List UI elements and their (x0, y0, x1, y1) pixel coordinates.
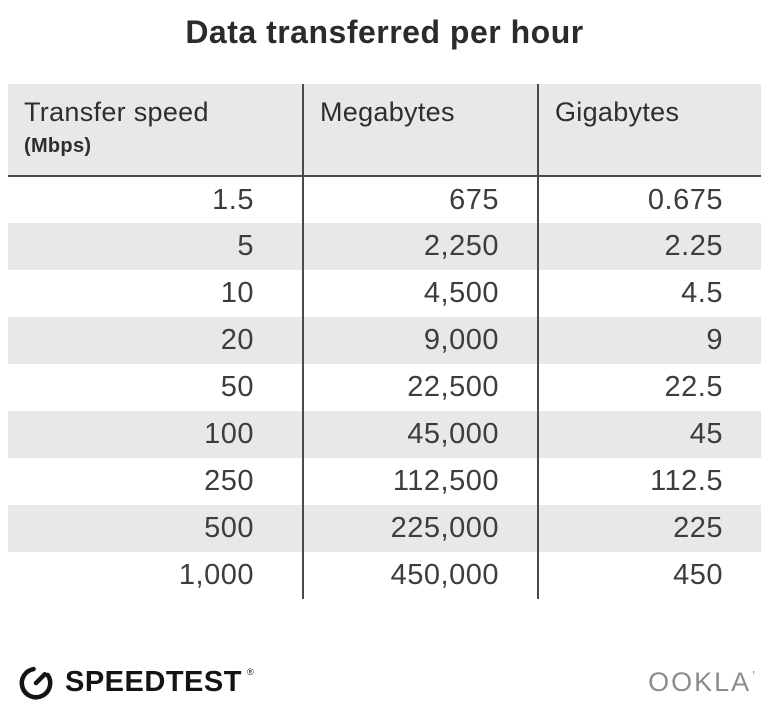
table-cell: 2,250 (303, 223, 539, 270)
table-cell: 20 (8, 317, 304, 364)
table-cell: 0.675 (647, 183, 723, 216)
table-cell: 225,000 (303, 505, 539, 552)
col-header-megabytes: Megabytes (303, 84, 539, 177)
table-cell: 9,000 (303, 317, 539, 364)
table-cell: 22.5 (664, 371, 723, 403)
speedtest-wordmark: SPEEDTEST (65, 665, 242, 698)
table-cell: 10 (8, 270, 304, 317)
table-cell: 50 (8, 364, 304, 411)
ookla-trademark-mark: ’ (752, 667, 755, 683)
table-cell: 45,000 (303, 411, 539, 458)
col-header-sublabel: (Mbps) (24, 135, 92, 157)
table-cell: 100 (8, 411, 304, 458)
table-cell: 4.5 (681, 277, 723, 309)
table-cell: 500 (8, 505, 304, 552)
chart-title: Data transferred per hour (185, 14, 584, 50)
col-header-label: Megabytes (320, 97, 455, 127)
table-cell: 9 (538, 317, 761, 364)
table-cell: 225 (538, 505, 761, 552)
table-cell: 250 (8, 458, 304, 505)
table-cell: 675 (303, 176, 539, 223)
table-cell: 22,500 (303, 364, 539, 411)
table-cell: 2.25 (538, 223, 761, 270)
table-row: 100 45,000 45 (8, 411, 761, 458)
col-header-label: Gigabytes (555, 97, 680, 127)
table-cell: 112.5 (650, 465, 723, 497)
table-row: 1,000 450,000 450 (8, 552, 761, 599)
table-cell: 5 (8, 223, 304, 270)
col-header-transfer-speed: Transfer speed (Mbps) (8, 84, 304, 177)
table-row: 5 2,250 2.25 (8, 223, 761, 270)
table-row: 1.5 675 0.675 (8, 176, 761, 223)
table-row: 10 4,500 4.5 (8, 270, 761, 317)
table-cell: 4,500 (303, 270, 539, 317)
table-cell: 450,000 (303, 552, 539, 599)
col-header-label: Transfer speed (24, 97, 209, 127)
speedtest-gauge-icon (16, 662, 56, 702)
table-cell: 450 (673, 559, 723, 591)
table-cell: 1,000 (8, 552, 304, 599)
table-cell: 1.5 (8, 176, 304, 223)
footer: SPEEDTEST ® OOKLA ’ (16, 660, 755, 704)
infographic-page: Data transferred per hour Transfer speed… (0, 14, 769, 700)
table-row: 20 9,000 9 (8, 317, 761, 364)
data-table: Transfer speed (Mbps) Megabytes Gigabyte… (8, 84, 761, 599)
ookla-logo: OOKLA ’ (648, 666, 755, 697)
table-row: 500 225,000 225 (8, 505, 761, 552)
table-cell: 45 (538, 411, 761, 458)
speedtest-logo: SPEEDTEST ® (16, 662, 254, 702)
ookla-wordmark: OOKLA (648, 666, 752, 697)
table-cell: 112,500 (303, 458, 539, 505)
registered-trademark-mark: ® (246, 667, 254, 677)
col-header-gigabytes: Gigabytes (538, 84, 761, 177)
table-row: 250 112,500 112.5 (8, 458, 761, 505)
header-row: Transfer speed (Mbps) Megabytes Gigabyte… (8, 84, 761, 177)
table-row: 50 22,500 22.5 (8, 364, 761, 411)
